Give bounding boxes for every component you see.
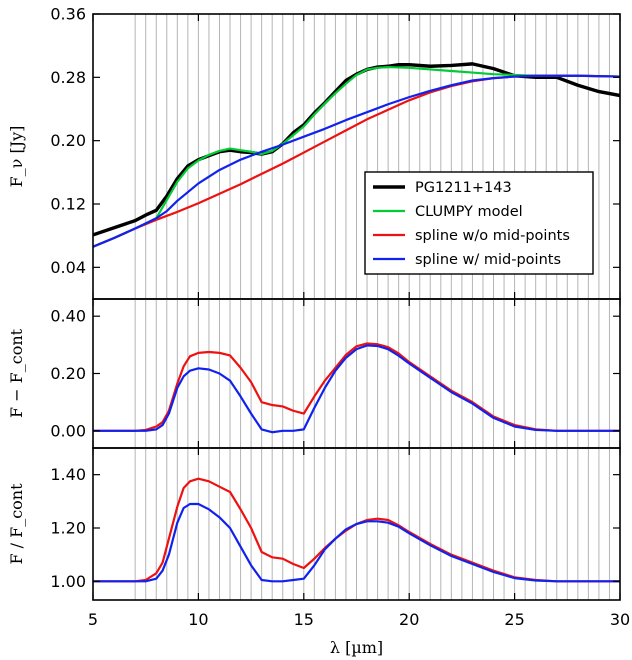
y-tick-label: 0.04 [50, 258, 86, 277]
series-line-spline-w-o-mid-points [93, 477, 620, 583]
x-tick-label: 10 [188, 610, 208, 629]
series-line-spline-w-o-mid-points [93, 342, 620, 432]
panel-bottom: 1.00 1.20 1.40 F / F_cont 5 10 15 20 25 30 λ [µm] [7, 447, 630, 657]
x-tick-label: 25 [504, 610, 524, 629]
y-axis-label: F − F_cont [7, 328, 26, 418]
y-tick-label: 0.36 [50, 5, 86, 24]
x-tick-label: 15 [294, 610, 314, 629]
y-axis-label: F_ν [Jy] [7, 126, 26, 188]
panel-middle: 0.00 0.20 0.40 F − F_cont [7, 298, 621, 449]
y-tick-label: 0.28 [50, 68, 86, 87]
x-tick-label: 20 [399, 610, 419, 629]
legend-label-clumpy-model: CLUMPY model [415, 204, 523, 220]
series-line-spline-w-mid-points [93, 74, 620, 248]
y-tick-label: 1.40 [50, 465, 86, 484]
y-tick-label: 0.20 [50, 131, 86, 150]
y-tick-label: 0.00 [50, 421, 86, 440]
legend-box [364, 171, 594, 275]
y-tick-label: 1.20 [50, 519, 86, 538]
series-line-spline-w-mid-points [93, 344, 620, 434]
legend: PG1211+143 CLUMPY model spline w/o mid-poi… [364, 171, 594, 275]
legend-label-pg1211-143: PG1211+143 [415, 180, 512, 196]
legend-label-spline-w-mid-points: spline w/ mid-points [415, 252, 561, 268]
panel-frame [92, 447, 621, 601]
y-tick-label: 0.12 [50, 195, 86, 214]
x-tick-label: 30 [610, 610, 630, 629]
y-tick-label: 1.00 [50, 572, 86, 591]
x-axis-label: λ [µm] [330, 638, 383, 657]
y-tick-label: 0.20 [50, 364, 86, 383]
legend-label-spline-w-o-mid-points: spline w/o mid-points [415, 228, 570, 244]
y-axis-label: F / F_cont [7, 483, 26, 565]
x-tick-label: 5 [88, 610, 98, 629]
series-line-spline-w-mid-points [93, 502, 620, 583]
series-line-clumpy-model [93, 65, 620, 248]
y-tick-label: 0.40 [50, 307, 86, 326]
